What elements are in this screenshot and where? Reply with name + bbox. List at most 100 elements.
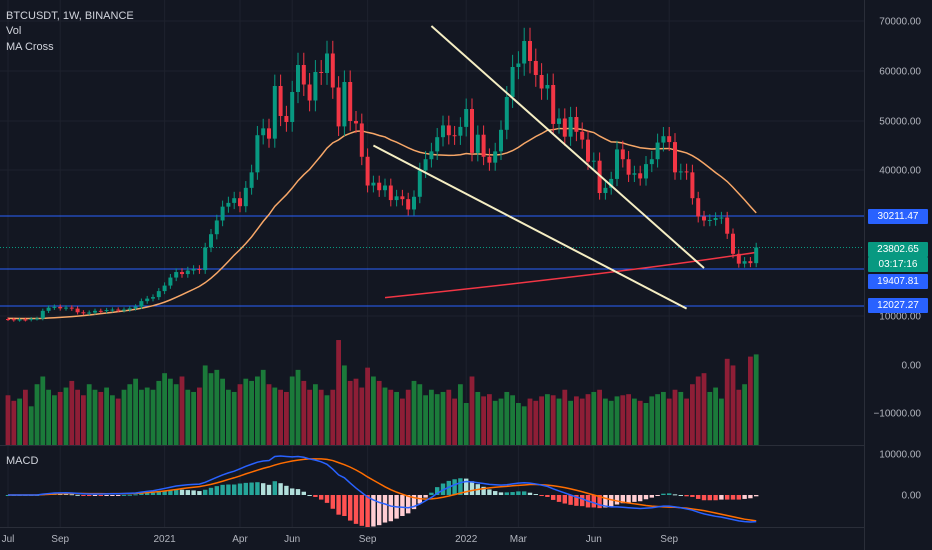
time-axis[interactable]: Jul Sep 2021 Apr Jun Sep 2022 Mar Jun Sep [2, 534, 679, 545]
candle-body [267, 128, 271, 139]
macd-histogram-bar [696, 495, 701, 499]
y-tick-label[interactable]: 70000.00 [879, 17, 921, 28]
candle-body [348, 82, 353, 121]
x-tick-label[interactable]: Sep [660, 534, 678, 545]
x-tick-label[interactable]: Sep [51, 534, 69, 545]
volume-bar [255, 376, 260, 445]
macd-histogram-bar [649, 495, 654, 498]
candle-body [574, 117, 579, 132]
candle-body [58, 306, 63, 309]
volume-bar [591, 391, 597, 445]
volume-bar [104, 387, 109, 445]
x-tick-label[interactable]: Sep [359, 534, 377, 545]
macd-histogram-bar [574, 495, 579, 506]
y-tick-label[interactable]: 10000.00 [879, 312, 921, 323]
candle-body [354, 121, 358, 124]
symbol-legend[interactable]: BTCUSDT, 1W, BINANCE [6, 10, 134, 22]
last-price-tag: 23802.65 [868, 242, 928, 257]
macd-histogram-bar [307, 495, 312, 496]
macd-tick-label[interactable]: 0.00 [902, 491, 922, 502]
macd-histogram-bar [719, 495, 724, 500]
volume-bar [46, 389, 51, 445]
x-tick-label[interactable]: 2022 [455, 534, 478, 545]
x-tick-label[interactable]: Jul [2, 534, 15, 545]
candle-body [707, 219, 712, 221]
candle-body [475, 134, 480, 153]
y-tick-label[interactable]: 40000.00 [879, 166, 921, 177]
macd-tick-label[interactable]: 10000.00 [879, 450, 921, 461]
macd-histogram-bar [75, 494, 80, 496]
macd-histogram-bar [365, 495, 370, 528]
macd-histogram-bar [406, 495, 411, 514]
candle-body [394, 196, 399, 201]
candle-body [249, 172, 254, 188]
candle-body [533, 61, 538, 75]
volume-bar [742, 384, 747, 445]
ma-cross-legend[interactable]: MA Cross [6, 41, 54, 53]
volume-bar [150, 389, 156, 445]
y-tick-label[interactable]: 50000.00 [879, 117, 921, 128]
candle-body [122, 309, 126, 311]
macd-histogram-bar [603, 495, 608, 508]
macd-histogram-bar [133, 494, 138, 496]
candle-body [528, 41, 532, 61]
volume-legend[interactable]: Vol [6, 25, 22, 37]
volume-bar [568, 400, 573, 445]
macd-histogram-bar [255, 482, 260, 495]
macd-histogram-bar [435, 487, 440, 495]
x-tick-label[interactable]: 2021 [153, 534, 176, 545]
level-tag-12027: 12027.27 [868, 298, 928, 313]
candle-body [446, 125, 451, 136]
macd-histogram-bar [458, 478, 463, 495]
volume-bar [139, 389, 144, 445]
trendline[interactable] [372, 144, 688, 310]
volume-bar [34, 384, 40, 445]
candle-body [330, 53, 335, 88]
x-tick-label[interactable]: Jun [586, 534, 602, 545]
price-axis[interactable]: 70000.00 60000.00 50000.00 40000.00 10000.00… [873, 17, 921, 502]
candle-body [696, 198, 701, 217]
volume-bar [510, 395, 515, 445]
volume-bar [185, 389, 191, 445]
macd-histogram-bar [632, 495, 637, 502]
candle-body [383, 185, 387, 191]
level-tag-30211: 30211.47 [868, 209, 928, 224]
horizontal-levels[interactable] [0, 215, 864, 307]
macd-histogram-bar [400, 495, 405, 516]
volume-bar [220, 378, 225, 445]
volume-bar [724, 358, 730, 445]
candle-body [673, 142, 677, 173]
volume-bar [115, 398, 121, 445]
macd-histogram-bar [203, 489, 208, 495]
trendlines[interactable] [372, 25, 705, 310]
macd-histogram-bar [63, 493, 69, 495]
volume-bar [301, 380, 307, 445]
macd-histogram-bar [516, 491, 521, 495]
macd-legend[interactable]: MACD [6, 455, 39, 467]
macd-histogram-bar [591, 495, 596, 508]
candle-body [75, 308, 80, 313]
volume-bar [579, 398, 585, 445]
candle-body [209, 234, 213, 248]
y-tick-label[interactable]: 60000.00 [879, 67, 921, 78]
volume-tick-label[interactable]: −10000.00 [873, 409, 921, 420]
x-tick-label[interactable]: Jun [284, 534, 300, 545]
volume-tick-label[interactable]: 0.00 [902, 361, 922, 372]
volume-bar [289, 376, 295, 445]
candle-body [23, 319, 28, 321]
macd-histogram-bar [736, 495, 741, 500]
candles[interactable] [6, 27, 759, 322]
candle-body [702, 216, 706, 221]
candle-body [429, 151, 434, 160]
x-tick-label[interactable]: Mar [510, 534, 528, 545]
x-tick-label[interactable]: Apr [232, 534, 248, 545]
volume-bar [382, 387, 388, 445]
volume-bar [342, 365, 347, 445]
volume-bar [440, 391, 446, 445]
macd-histogram-bar [185, 490, 190, 495]
trendline[interactable] [430, 25, 705, 269]
candle-body [342, 82, 347, 127]
macd-histogram-bar [208, 487, 214, 495]
